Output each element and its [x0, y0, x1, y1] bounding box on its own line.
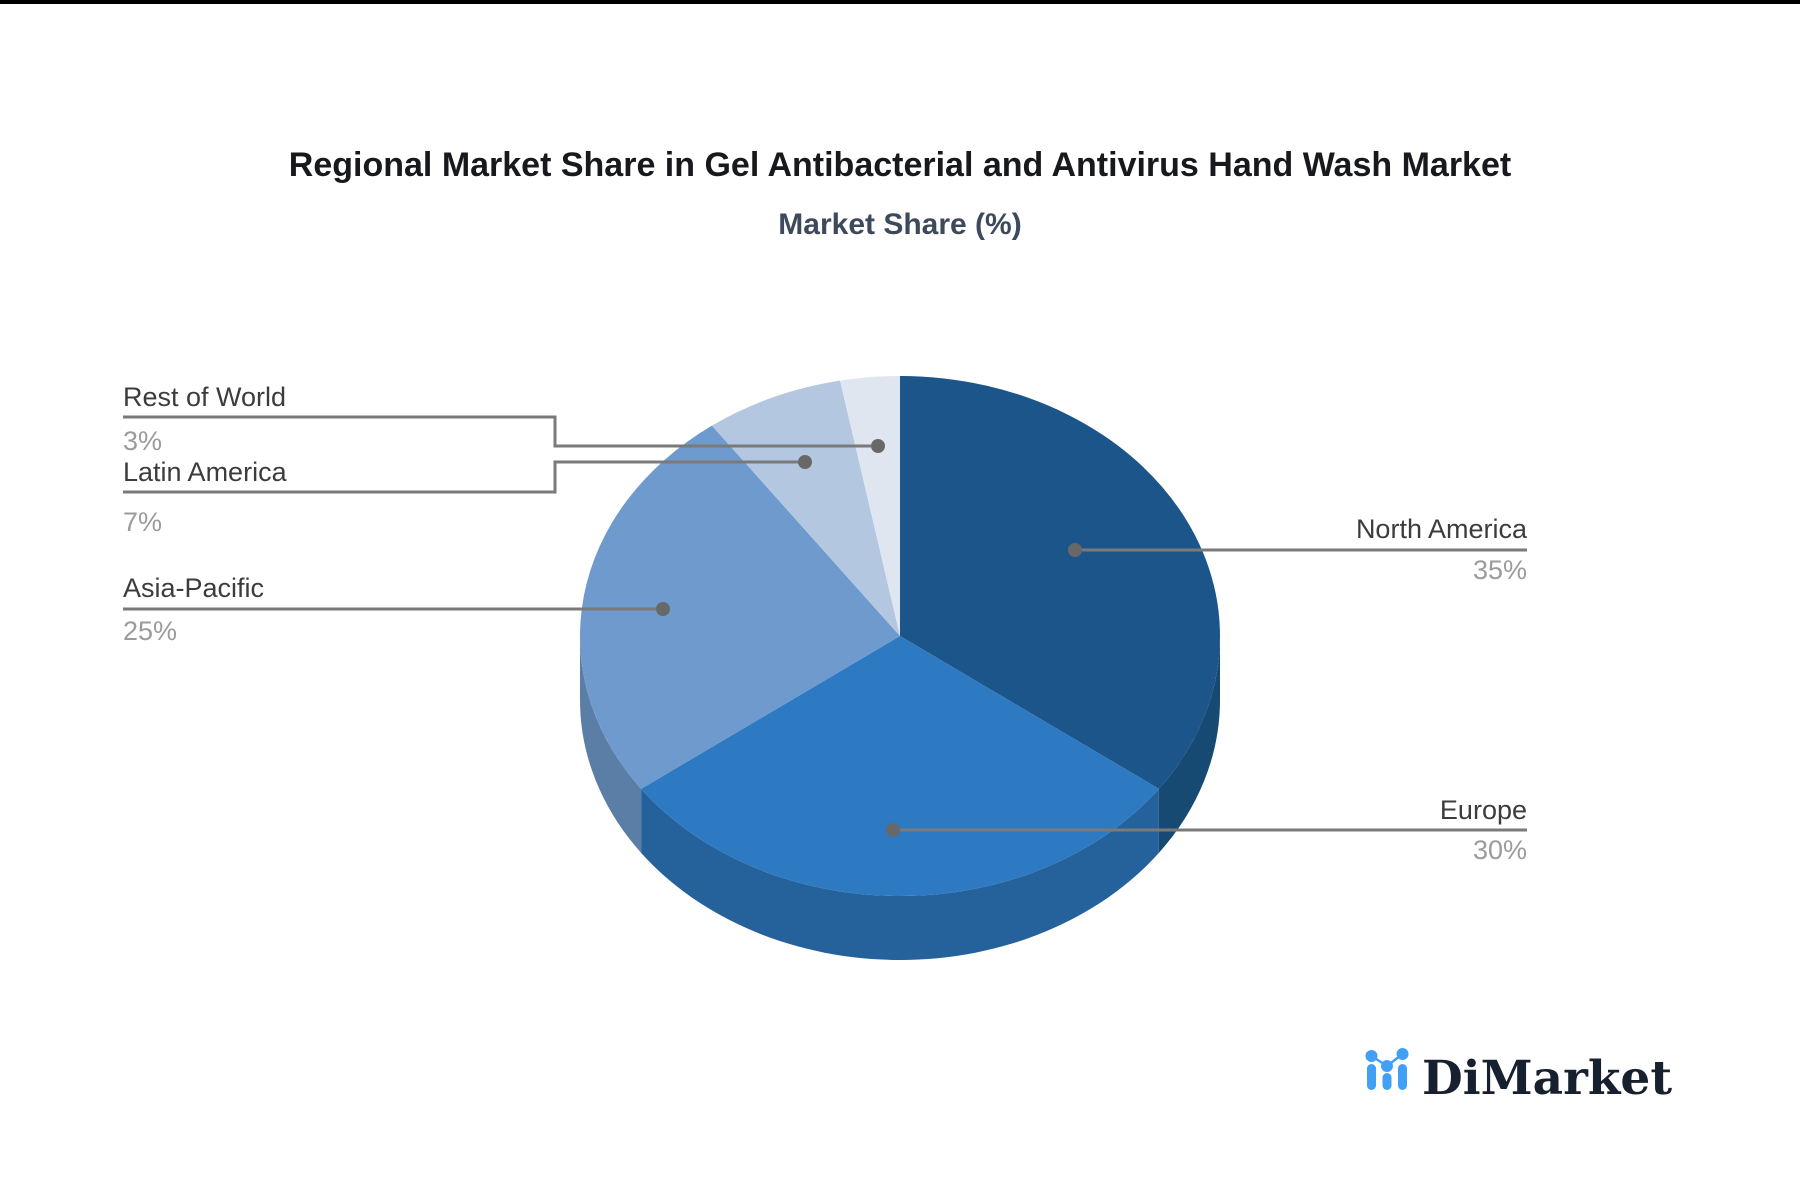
- slice-label-latin-america: Latin America: [123, 457, 288, 487]
- slice-label-asia-pacific: Asia-Pacific: [123, 573, 264, 603]
- pie-slice-side-asia-pacific: [580, 636, 642, 853]
- slice-label-north-america: North America: [1356, 514, 1528, 544]
- pie-slice-side-europe: [641, 788, 1159, 960]
- pie-slice-latin-america: [711, 380, 900, 636]
- slice-value-north-america: 35%: [1473, 555, 1527, 585]
- slice-label-europe: Europe: [1440, 795, 1527, 825]
- pie-slice-side-north-america: [1158, 636, 1220, 853]
- leader-line-rest-of-world: [123, 415, 871, 448]
- leader-lines: [123, 415, 1527, 837]
- leader-dot-europe: [886, 823, 900, 837]
- pie-slice-north-america: [900, 376, 1220, 789]
- slice-value-rest-of-world: 3%: [123, 426, 162, 456]
- slice-labels: North America 35% Europe 30% Asia-Pacifi…: [123, 382, 1528, 865]
- pie: [580, 376, 1220, 960]
- leader-dot-north-america: [1068, 543, 1082, 557]
- leader-dot-latin-america: [798, 455, 812, 469]
- slice-value-asia-pacific: 25%: [123, 616, 177, 646]
- leader-line-latin-america: [123, 460, 798, 494]
- chart-title: Regional Market Share in Gel Antibacteri…: [289, 146, 1511, 184]
- slice-value-latin-america: 7%: [123, 507, 162, 537]
- chart-subtitle: Market Share (%): [778, 208, 1021, 241]
- slice-value-europe: 30%: [1473, 835, 1527, 865]
- brand-logo: DiMarket: [1365, 1048, 1672, 1106]
- pie-chart-figure: Regional Market Share in Gel Antibacteri…: [123, 146, 1672, 1106]
- pie-slice-rest-of-world: [840, 376, 900, 636]
- slice-label-rest-of-world: Rest of World: [123, 382, 286, 412]
- brand-name: DiMarket: [1422, 1051, 1672, 1106]
- pie-slice-asia-pacific: [580, 425, 900, 789]
- leader-dot-rest-of-world: [871, 439, 885, 453]
- bar-chart-line-icon: [1365, 1048, 1409, 1090]
- leader-dot-asia-pacific: [656, 602, 670, 616]
